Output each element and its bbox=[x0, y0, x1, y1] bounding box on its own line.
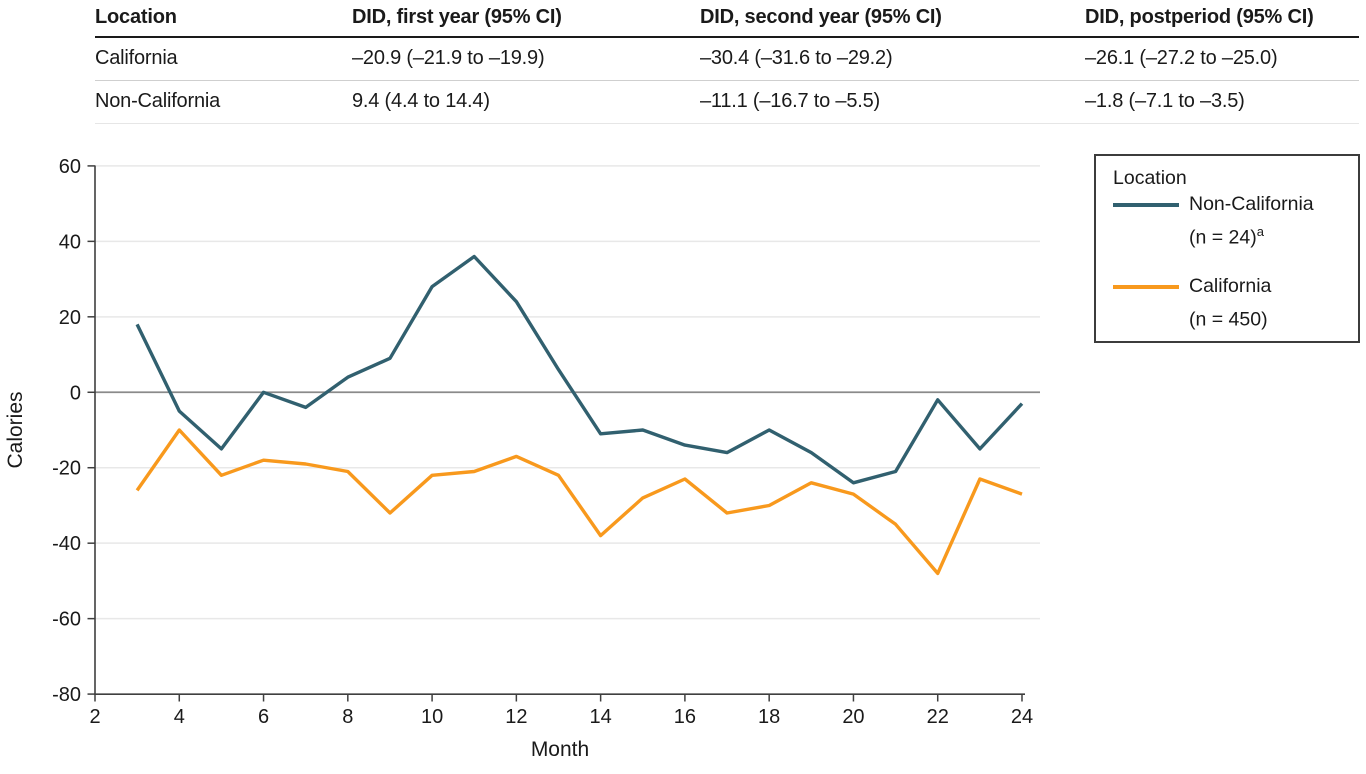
legend-item-label: California (n = 450) bbox=[1189, 274, 1272, 331]
col-header-did-postperiod: DID, postperiod (95% CI) bbox=[1085, 6, 1314, 28]
y-tick-label: -40 bbox=[52, 533, 81, 555]
legend-title: Location bbox=[1113, 167, 1187, 189]
cell-first-year: –20.9 (–21.9 to –19.9) bbox=[352, 47, 545, 69]
legend-item-non-california: Non-California (n = 24)a bbox=[1113, 191, 1358, 252]
x-tick-label: 4 bbox=[174, 706, 185, 728]
cell-second-year: –11.1 (–16.7 to –5.5) bbox=[700, 90, 881, 112]
x-tick-label: 22 bbox=[927, 706, 949, 728]
series-line-non-california bbox=[135, 254, 1024, 485]
series-line-california bbox=[135, 428, 1023, 576]
legend-item-california: California (n = 450) bbox=[1113, 273, 1358, 334]
y-tick-label: -20 bbox=[52, 458, 81, 480]
x-tick-label: 14 bbox=[590, 706, 612, 728]
y-tick-label: 0 bbox=[70, 382, 81, 404]
gridlines bbox=[95, 165, 1040, 620]
col-header-did-first-year: DID, first year (95% CI) bbox=[352, 6, 562, 28]
table-row: California –20.9 (–21.9 to –19.9) –30.4 … bbox=[95, 38, 1359, 81]
x-tick-label: 12 bbox=[505, 706, 527, 728]
y-axis-title: Calories bbox=[4, 391, 27, 468]
non-california-line-swatch bbox=[1113, 203, 1179, 207]
x-tick-label: 20 bbox=[842, 706, 864, 728]
table-header-row: Location DID, first year (95% CI) DID, s… bbox=[95, 6, 1359, 38]
x-axis-title: Month bbox=[531, 738, 589, 761]
y-tick-label: -80 bbox=[52, 684, 81, 706]
y-tick-label: 60 bbox=[59, 156, 81, 178]
did-summary-table: Location DID, first year (95% CI) DID, s… bbox=[95, 6, 1359, 124]
table-row: Non-California 9.4 (4.4 to 14.4) –11.1 (… bbox=[95, 81, 1359, 124]
y-tick-label: -60 bbox=[52, 609, 81, 631]
cell-second-year: –30.4 (–31.6 to –29.2) bbox=[700, 47, 893, 69]
x-tick-label: 8 bbox=[342, 706, 353, 728]
x-tick-label: 6 bbox=[258, 706, 269, 728]
cell-location: Non-California bbox=[95, 90, 221, 112]
col-header-location: Location bbox=[95, 6, 177, 28]
legend-box: Location Non-California (n = 24)a Califo… bbox=[1094, 154, 1360, 343]
axis-ticks bbox=[87, 165, 1023, 702]
col-header-did-second-year: DID, second year (95% CI) bbox=[700, 6, 942, 28]
series-lines bbox=[135, 254, 1024, 576]
y-tick-label: 20 bbox=[59, 307, 81, 329]
y-tick-label: 40 bbox=[59, 231, 81, 253]
cell-first-year: 9.4 (4.4 to 14.4) bbox=[352, 90, 490, 112]
cell-location: California bbox=[95, 47, 178, 69]
x-tick-label: 24 bbox=[1011, 706, 1033, 728]
x-tick-label: 18 bbox=[758, 706, 780, 728]
x-tick-label: 2 bbox=[89, 706, 100, 728]
cell-postperiod: –1.8 (–7.1 to –3.5) bbox=[1085, 90, 1245, 112]
california-line-swatch bbox=[1113, 284, 1179, 289]
x-tick-label: 10 bbox=[421, 706, 443, 728]
legend-item-label: Non-California (n = 24)a bbox=[1189, 193, 1314, 249]
cell-postperiod: –26.1 (–27.2 to –25.0) bbox=[1085, 47, 1278, 69]
x-tick-label: 16 bbox=[674, 706, 696, 728]
